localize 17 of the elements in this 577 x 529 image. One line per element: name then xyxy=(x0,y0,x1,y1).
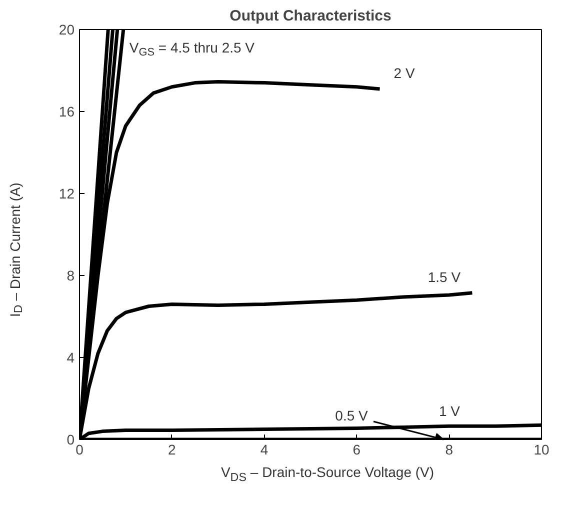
y-tick-label: 8 xyxy=(66,268,75,284)
x-tick-label: 10 xyxy=(534,442,550,458)
y-tick-label: 0 xyxy=(66,432,75,448)
x-tick-label: 4 xyxy=(260,442,268,458)
y-tick-label: 12 xyxy=(58,186,75,202)
x-axis-title: V$_{DS}$ – Drain-to-Source Voltage (V) xyxy=(220,463,434,486)
y-tick-label: 4 xyxy=(66,350,75,366)
series-label: 0.5 V xyxy=(335,408,369,424)
x-tick-label: 8 xyxy=(445,442,454,458)
y-tick-label: 20 xyxy=(58,22,75,38)
x-tick-label: 6 xyxy=(352,442,361,458)
series-label: 1.5 V xyxy=(428,268,462,285)
series-label: 2 V xyxy=(394,64,416,81)
x-tick-label: 2 xyxy=(168,442,176,458)
chart-title: Output Characteristics xyxy=(230,8,392,24)
series-label: 1 V xyxy=(438,403,461,420)
y-tick-label: 16 xyxy=(58,104,75,120)
